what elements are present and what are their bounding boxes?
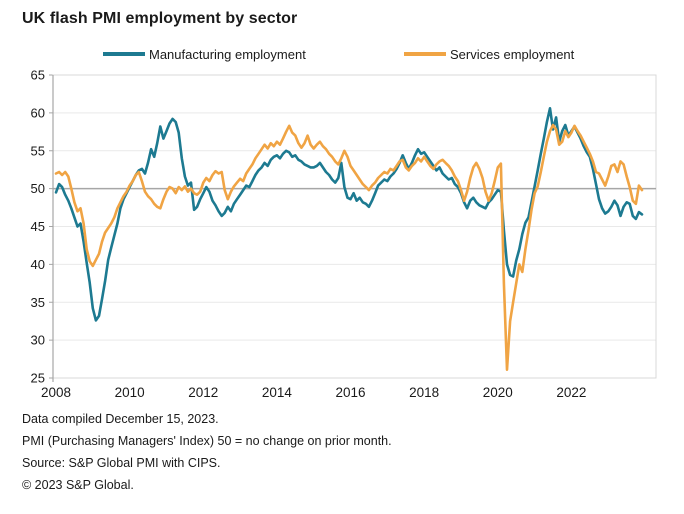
y-axis-label: 25 — [31, 371, 45, 386]
y-axis-label: 45 — [31, 219, 45, 234]
manufacturing-series-line — [54, 107, 644, 322]
services-series-line — [54, 123, 644, 371]
y-axis-label: 35 — [31, 295, 45, 310]
footnote-pmi-definition: PMI (Purchasing Managers' Index) 50 = no… — [22, 434, 392, 448]
x-axis-label: 2018 — [409, 385, 439, 400]
x-axis-label: 2020 — [483, 385, 513, 400]
legend-item-manufacturing: Manufacturing employment — [103, 46, 306, 62]
services-line-swatch — [404, 52, 446, 56]
legend-label-services: Services employment — [450, 46, 575, 62]
legend-label-manufacturing: Manufacturing employment — [149, 46, 306, 62]
y-axis-label: 40 — [31, 257, 45, 272]
manufacturing-line-swatch — [103, 52, 145, 56]
chart-footnotes: Data compiled December 15, 2023. PMI (Pu… — [22, 408, 392, 496]
x-axis-label: 2014 — [262, 385, 293, 400]
x-axis-label: 2010 — [115, 385, 145, 400]
x-axis-label: 2008 — [41, 385, 71, 400]
y-axis-label: 55 — [31, 143, 45, 158]
x-axis-label: 2022 — [556, 385, 586, 400]
legend-item-services: Services employment — [404, 46, 574, 62]
y-axis-label: 65 — [31, 68, 45, 83]
y-axis-label: 50 — [31, 181, 45, 196]
chart-title: UK flash PMI employment by sector — [22, 10, 298, 27]
y-axis-label: 60 — [31, 105, 45, 120]
x-axis-label: 2016 — [336, 385, 366, 400]
y-axis-label: 30 — [31, 333, 45, 348]
footnote-source: Source: S&P Global PMI with CIPS. — [22, 456, 221, 470]
x-axis-label: 2012 — [188, 385, 218, 400]
footnote-copyright: © 2023 S&P Global. — [22, 478, 134, 492]
footnote-data-compiled: Data compiled December 15, 2023. — [22, 412, 219, 426]
